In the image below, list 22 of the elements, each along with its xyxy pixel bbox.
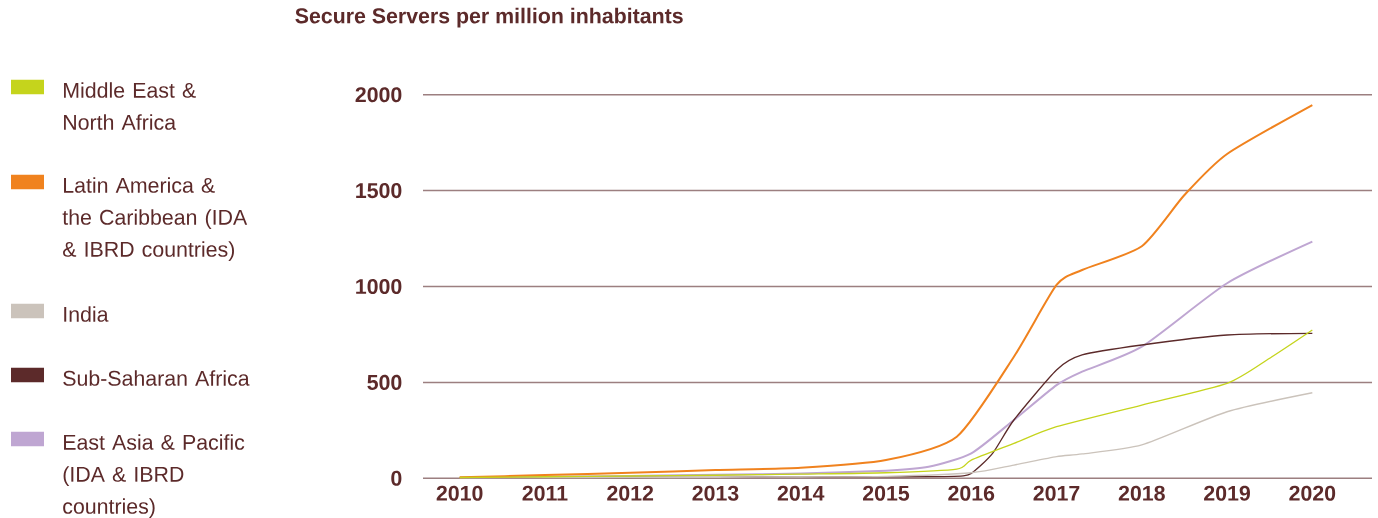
x-tick-label: 2013 <box>692 485 739 501</box>
y-tick-label: 2000 <box>355 87 402 103</box>
x-tick-label: 2018 <box>1118 485 1165 501</box>
chart-title: Secure Servers per million inhabitants <box>295 7 683 28</box>
y-tick-label: 1500 <box>356 183 402 199</box>
x-tick-label: 2017 <box>1033 485 1080 501</box>
legend-label: Latin America & the Caribbean (IDA & IBRD countries) <box>62 177 248 262</box>
legend-label: India <box>64 306 109 322</box>
legend-label: East Asia & Pacific (IDA & IBRD countries) <box>63 434 245 518</box>
x-tick-label: 2016 <box>948 485 995 501</box>
y-tick-label: 1000 <box>356 278 402 295</box>
x-tick-label: 2011 <box>522 485 568 501</box>
legend-label: Sub-Saharan Africa <box>63 370 250 386</box>
x-tick-label: 2012 <box>607 485 654 501</box>
legend-label: Middle East & North Africa <box>64 82 196 130</box>
x-tick-label: 2019 <box>1204 485 1250 501</box>
x-tick-label: 2010 <box>436 485 483 501</box>
y-tick-label: 500 <box>367 374 402 390</box>
x-tick-label: 2020 <box>1289 485 1336 501</box>
x-tick-label: 2015 <box>863 485 910 501</box>
x-tick-label: 2014 <box>777 485 825 501</box>
y-tick-label: 0 <box>391 470 402 486</box>
